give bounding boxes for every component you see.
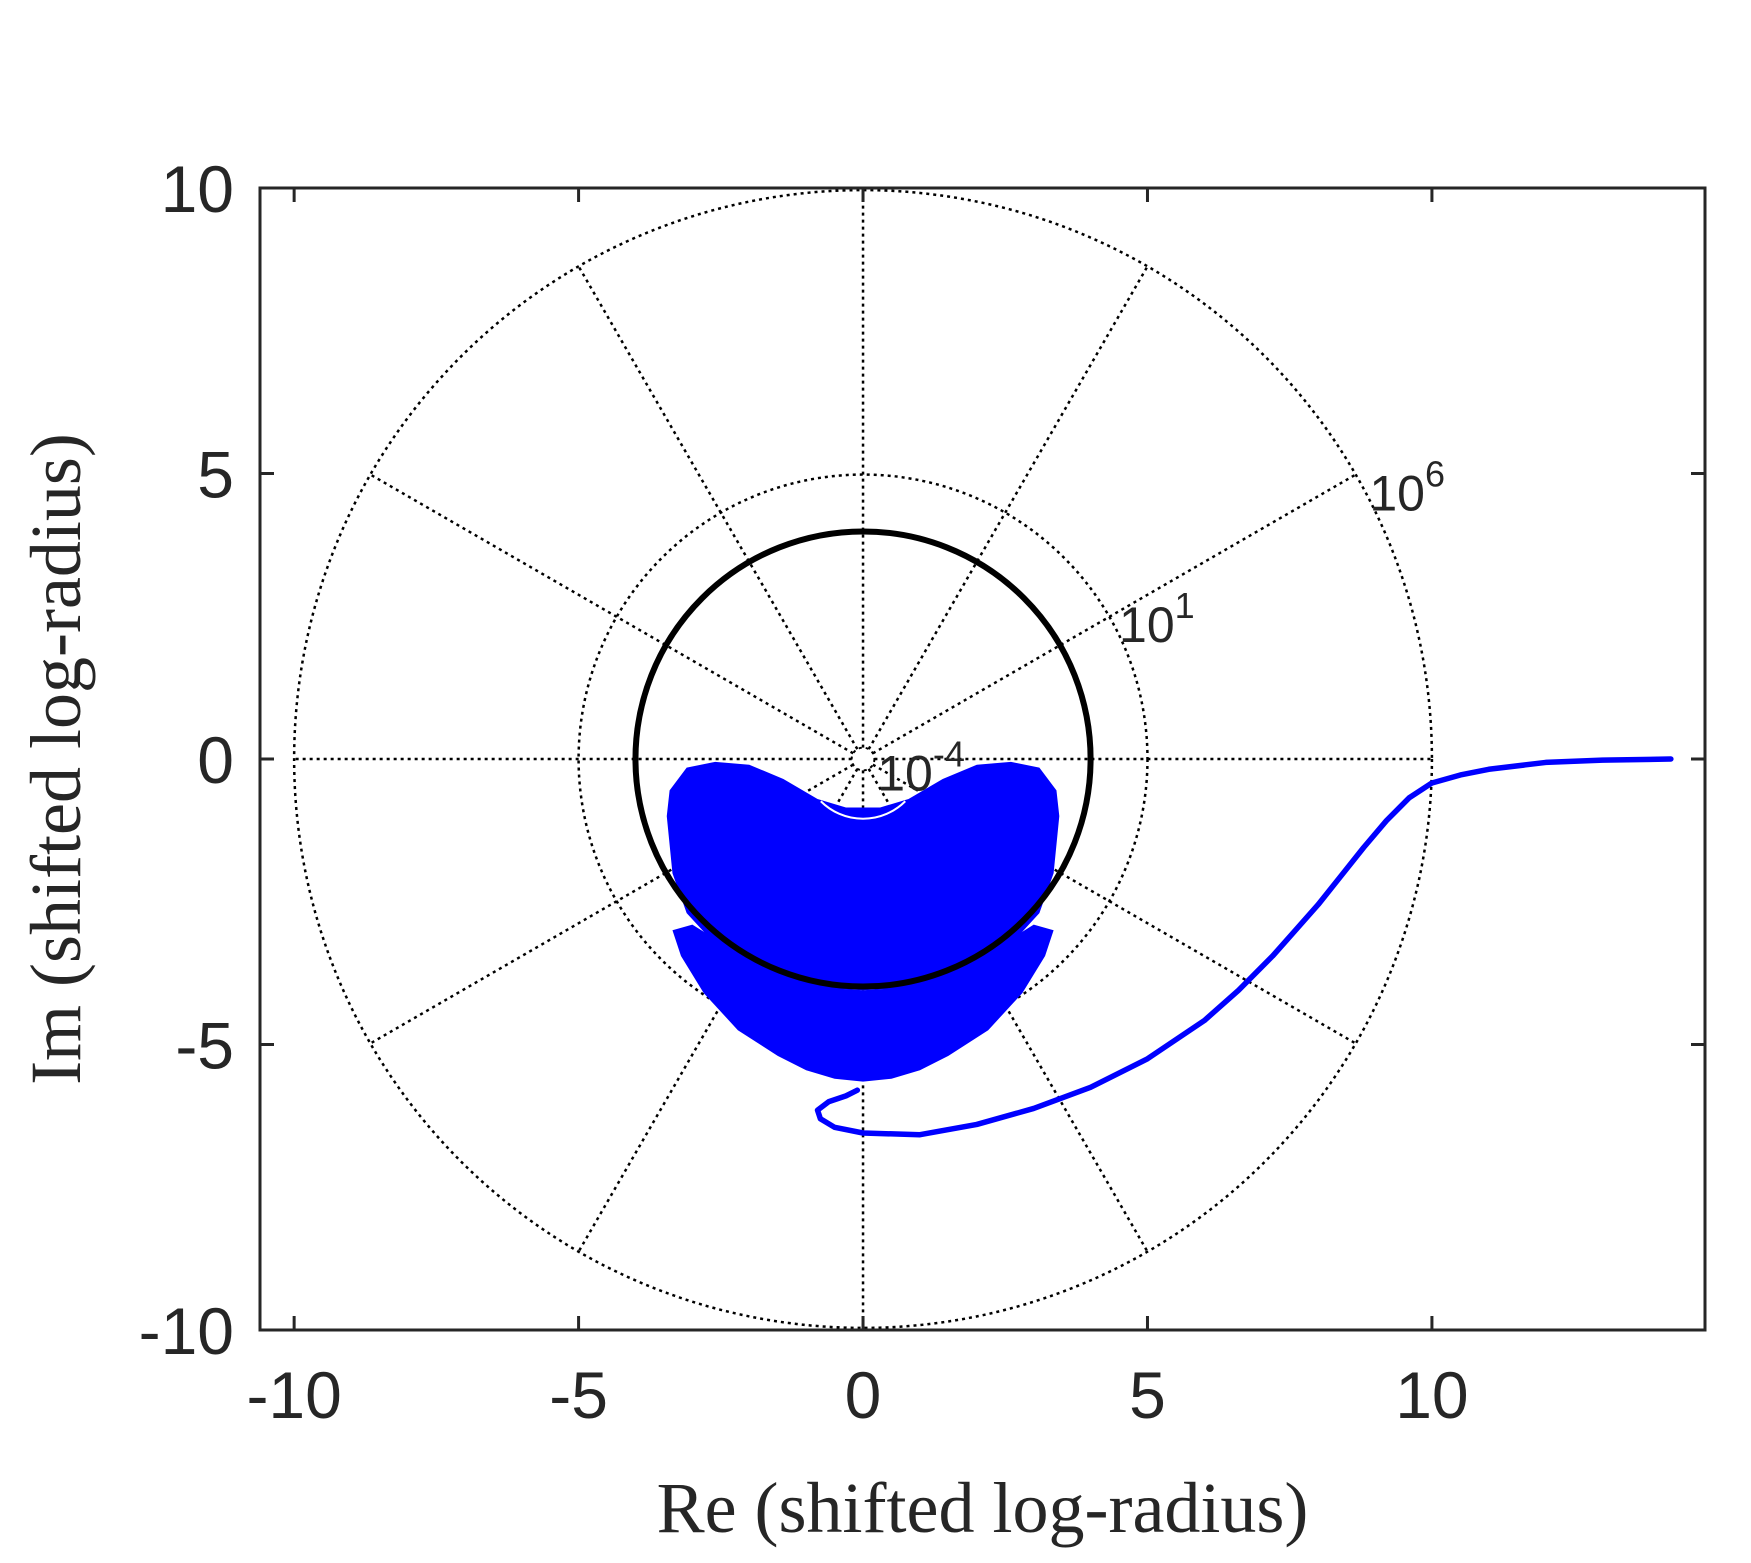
x-axis-title: Re (shifted log-radius): [657, 1468, 1309, 1548]
x-tick-label: 10: [1395, 1358, 1468, 1432]
y-tick-label: -10: [139, 1294, 234, 1368]
filled-region: [666, 761, 1060, 1082]
ring-label-exponent: 6: [1425, 454, 1445, 495]
x-tick-labels: -10 -5 0 5 10: [246, 1358, 1468, 1432]
y-tick-label: 10: [161, 152, 234, 226]
y-axis-title: Im (shifted log-radius): [16, 433, 96, 1085]
x-tick-label: 0: [845, 1358, 882, 1432]
y-tick-label: -5: [175, 1009, 234, 1083]
grid-spoke: [867, 265, 1149, 750]
filled-lower-lobe: [672, 924, 1054, 1082]
x-tick-label: -10: [246, 1358, 341, 1432]
unit-circle: [632, 528, 1094, 990]
grid-ring: [577, 473, 1149, 1045]
axis-ticks: [260, 186, 1705, 1332]
y-tick-label: 5: [197, 438, 234, 512]
series-group: [814, 756, 1674, 1138]
y-tick-label: 0: [197, 723, 234, 797]
x-tick-label: -5: [549, 1358, 608, 1432]
grid-spoke: [872, 473, 1357, 755]
filled-inner-arc: [820, 800, 906, 820]
grid-ring: [292, 188, 1434, 1330]
ring-label: 101: [1119, 585, 1195, 653]
y-tick-labels: 10 5 0 -5 -10: [139, 152, 234, 1368]
x-tick-label: 5: [1129, 1358, 1166, 1432]
grid-ring: [850, 746, 876, 772]
ring-label-exponent: 1: [1175, 585, 1195, 626]
series-line: [814, 756, 1674, 1138]
unit-circle-group: [632, 528, 1094, 990]
grid-spoke: [369, 473, 854, 755]
polar-grid: [292, 188, 1434, 1330]
ring-label: 106: [1369, 454, 1445, 522]
ring-label-exponent: -4: [933, 733, 965, 774]
plot-frame: [258, 186, 1707, 1332]
grid-spoke: [577, 265, 859, 750]
filled-upper-lobe: [666, 761, 1060, 991]
